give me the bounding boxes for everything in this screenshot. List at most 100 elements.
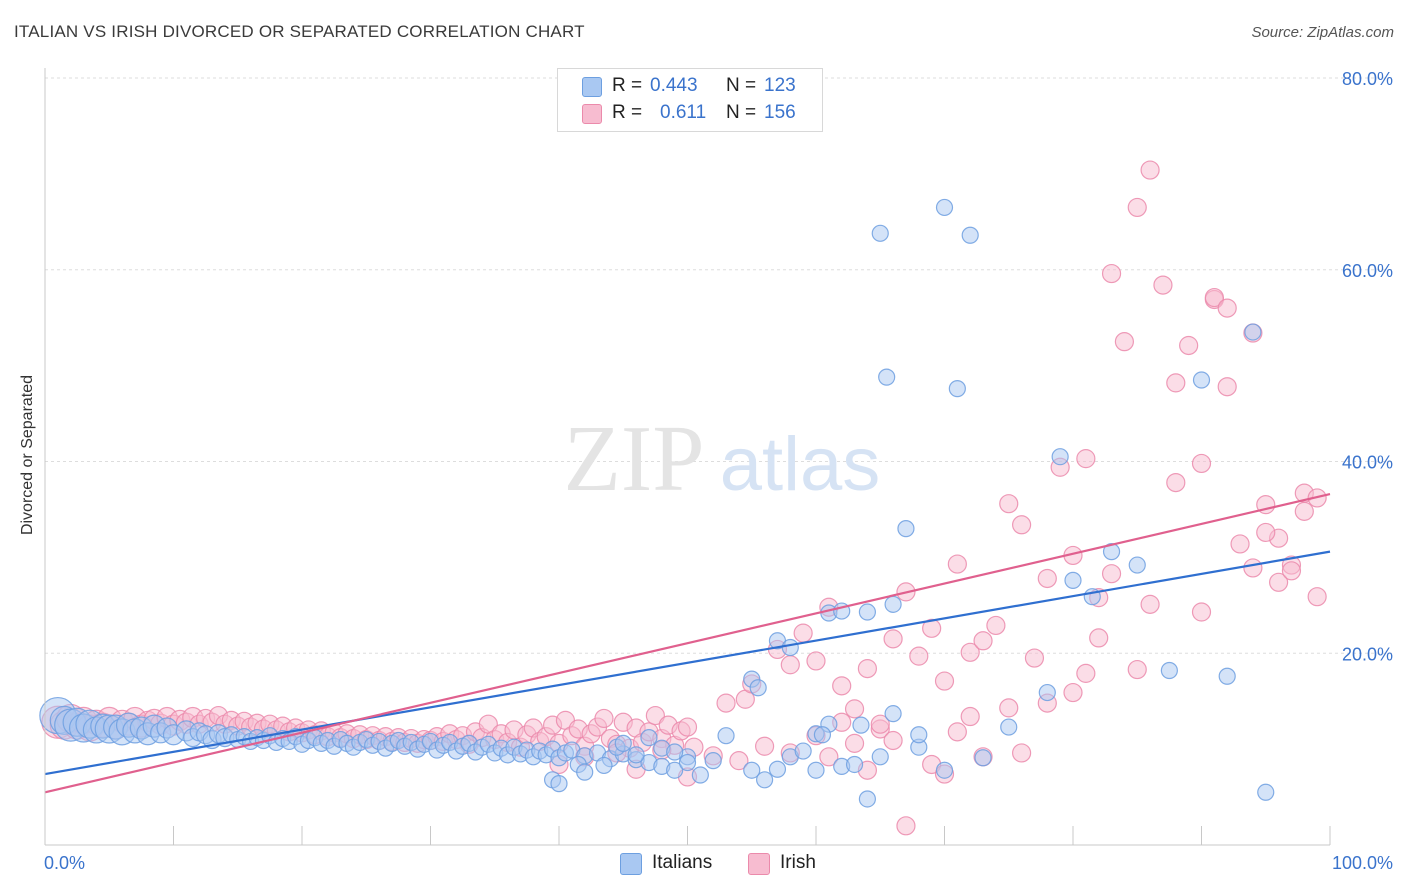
italian-point [884,705,902,723]
irish-point [1140,160,1160,180]
y-tick-label: 80.0% [1342,69,1393,89]
irish-point [1281,561,1302,581]
italian-point [666,743,684,761]
watermark-atlas: atlas [720,422,881,507]
italian-point [1051,448,1069,466]
italian-point [627,746,645,764]
irish-point [1127,197,1147,218]
irish-point [1011,515,1032,535]
italian-point [1038,683,1056,702]
irish-point [1307,587,1327,607]
n-value: 123 [764,75,796,96]
italian-point [749,679,767,697]
italian-point [897,520,915,538]
irish-point [960,706,980,727]
irish-point [870,714,890,734]
irish-point [780,655,800,675]
italian-point [961,226,979,244]
italian-point [1218,667,1236,685]
irish-point [1153,275,1173,295]
irish-point [947,722,967,742]
y-tick-label: 60.0% [1342,261,1393,281]
italians-legend-swatch [620,853,642,875]
n-label: N = [726,102,757,123]
italian-point [576,763,594,781]
italians-trend-line [44,550,1331,776]
irish-point [754,736,775,756]
italians-legend-label: Italians [652,852,713,873]
irish-point [1166,472,1186,493]
irish-point [645,705,665,726]
italian-point [666,761,684,779]
irish-point [716,693,736,713]
italian-point [935,761,954,779]
italian-point [1000,718,1018,736]
italian-point [640,729,658,747]
x-tick-label-max: 100.0% [1332,853,1393,873]
irish-point [1024,648,1045,668]
irish-point [1037,568,1057,589]
r-value: 0.611 [660,102,707,123]
irish-point [1230,534,1250,554]
italians-swatch [582,77,602,97]
irish-legend-swatch [748,853,770,875]
irish-point [947,554,967,574]
irish-point [1101,564,1122,584]
italian-point [807,761,825,779]
irish-swatch [582,104,602,124]
italian-point [550,775,568,793]
axes: 20.0% 40.0% 60.0% 80.0% 0.0% 100.0% [44,68,1393,873]
irish-point [1256,522,1276,543]
irish-point [960,642,980,662]
irish-point [806,651,826,671]
x-tick-label-min: 0.0% [44,853,85,873]
irish-point [1076,663,1096,683]
italian-point [884,595,902,613]
irish-point [1217,298,1237,318]
irish-point [1191,602,1212,622]
italian-point [614,734,632,752]
italian-point [794,742,812,760]
irish-point [1268,572,1289,592]
irish-point [999,494,1019,514]
irish-point [896,816,916,836]
italian-point [1102,543,1121,561]
irish-point [832,676,852,696]
watermark-zip: ZIP [564,407,705,511]
italian-point [871,224,889,242]
irish-point [883,629,903,649]
italian-point [845,755,864,774]
irish-point [857,658,878,679]
irish-point [1243,558,1263,578]
irish-point [1204,287,1224,308]
irish-point [999,698,1019,718]
italian-point [852,716,870,734]
correlation-legend: R = 0.443 N = 123 R = 0.611 N = 156 [557,68,823,132]
irish-point [677,717,698,737]
italian-point [858,790,877,808]
italian-point [678,753,697,772]
italian-point [691,766,709,784]
n-label: N = [726,75,757,96]
irish-point [1063,682,1083,703]
chart-title: ITALIAN VS IRISH DIVORCED OR SEPARATED C… [14,22,585,41]
italian-point [858,603,877,621]
italian-point [717,727,735,745]
irish-trend-line [44,493,1331,794]
irish-point [1114,332,1135,352]
irish-point [909,646,929,666]
y-tick-label: 20.0% [1342,644,1393,664]
r-value: 0.443 [650,75,698,96]
italian-point [1064,571,1082,589]
italian-point [704,752,722,770]
irish-point [1140,594,1160,614]
irish-point [1191,453,1212,474]
italian-point [813,726,832,744]
italian-point [743,761,761,779]
irish-point [793,623,813,643]
irish-point [986,615,1006,636]
italian-point [948,380,966,398]
y-tick-label: 40.0% [1342,453,1393,473]
irish-point [1166,373,1186,393]
